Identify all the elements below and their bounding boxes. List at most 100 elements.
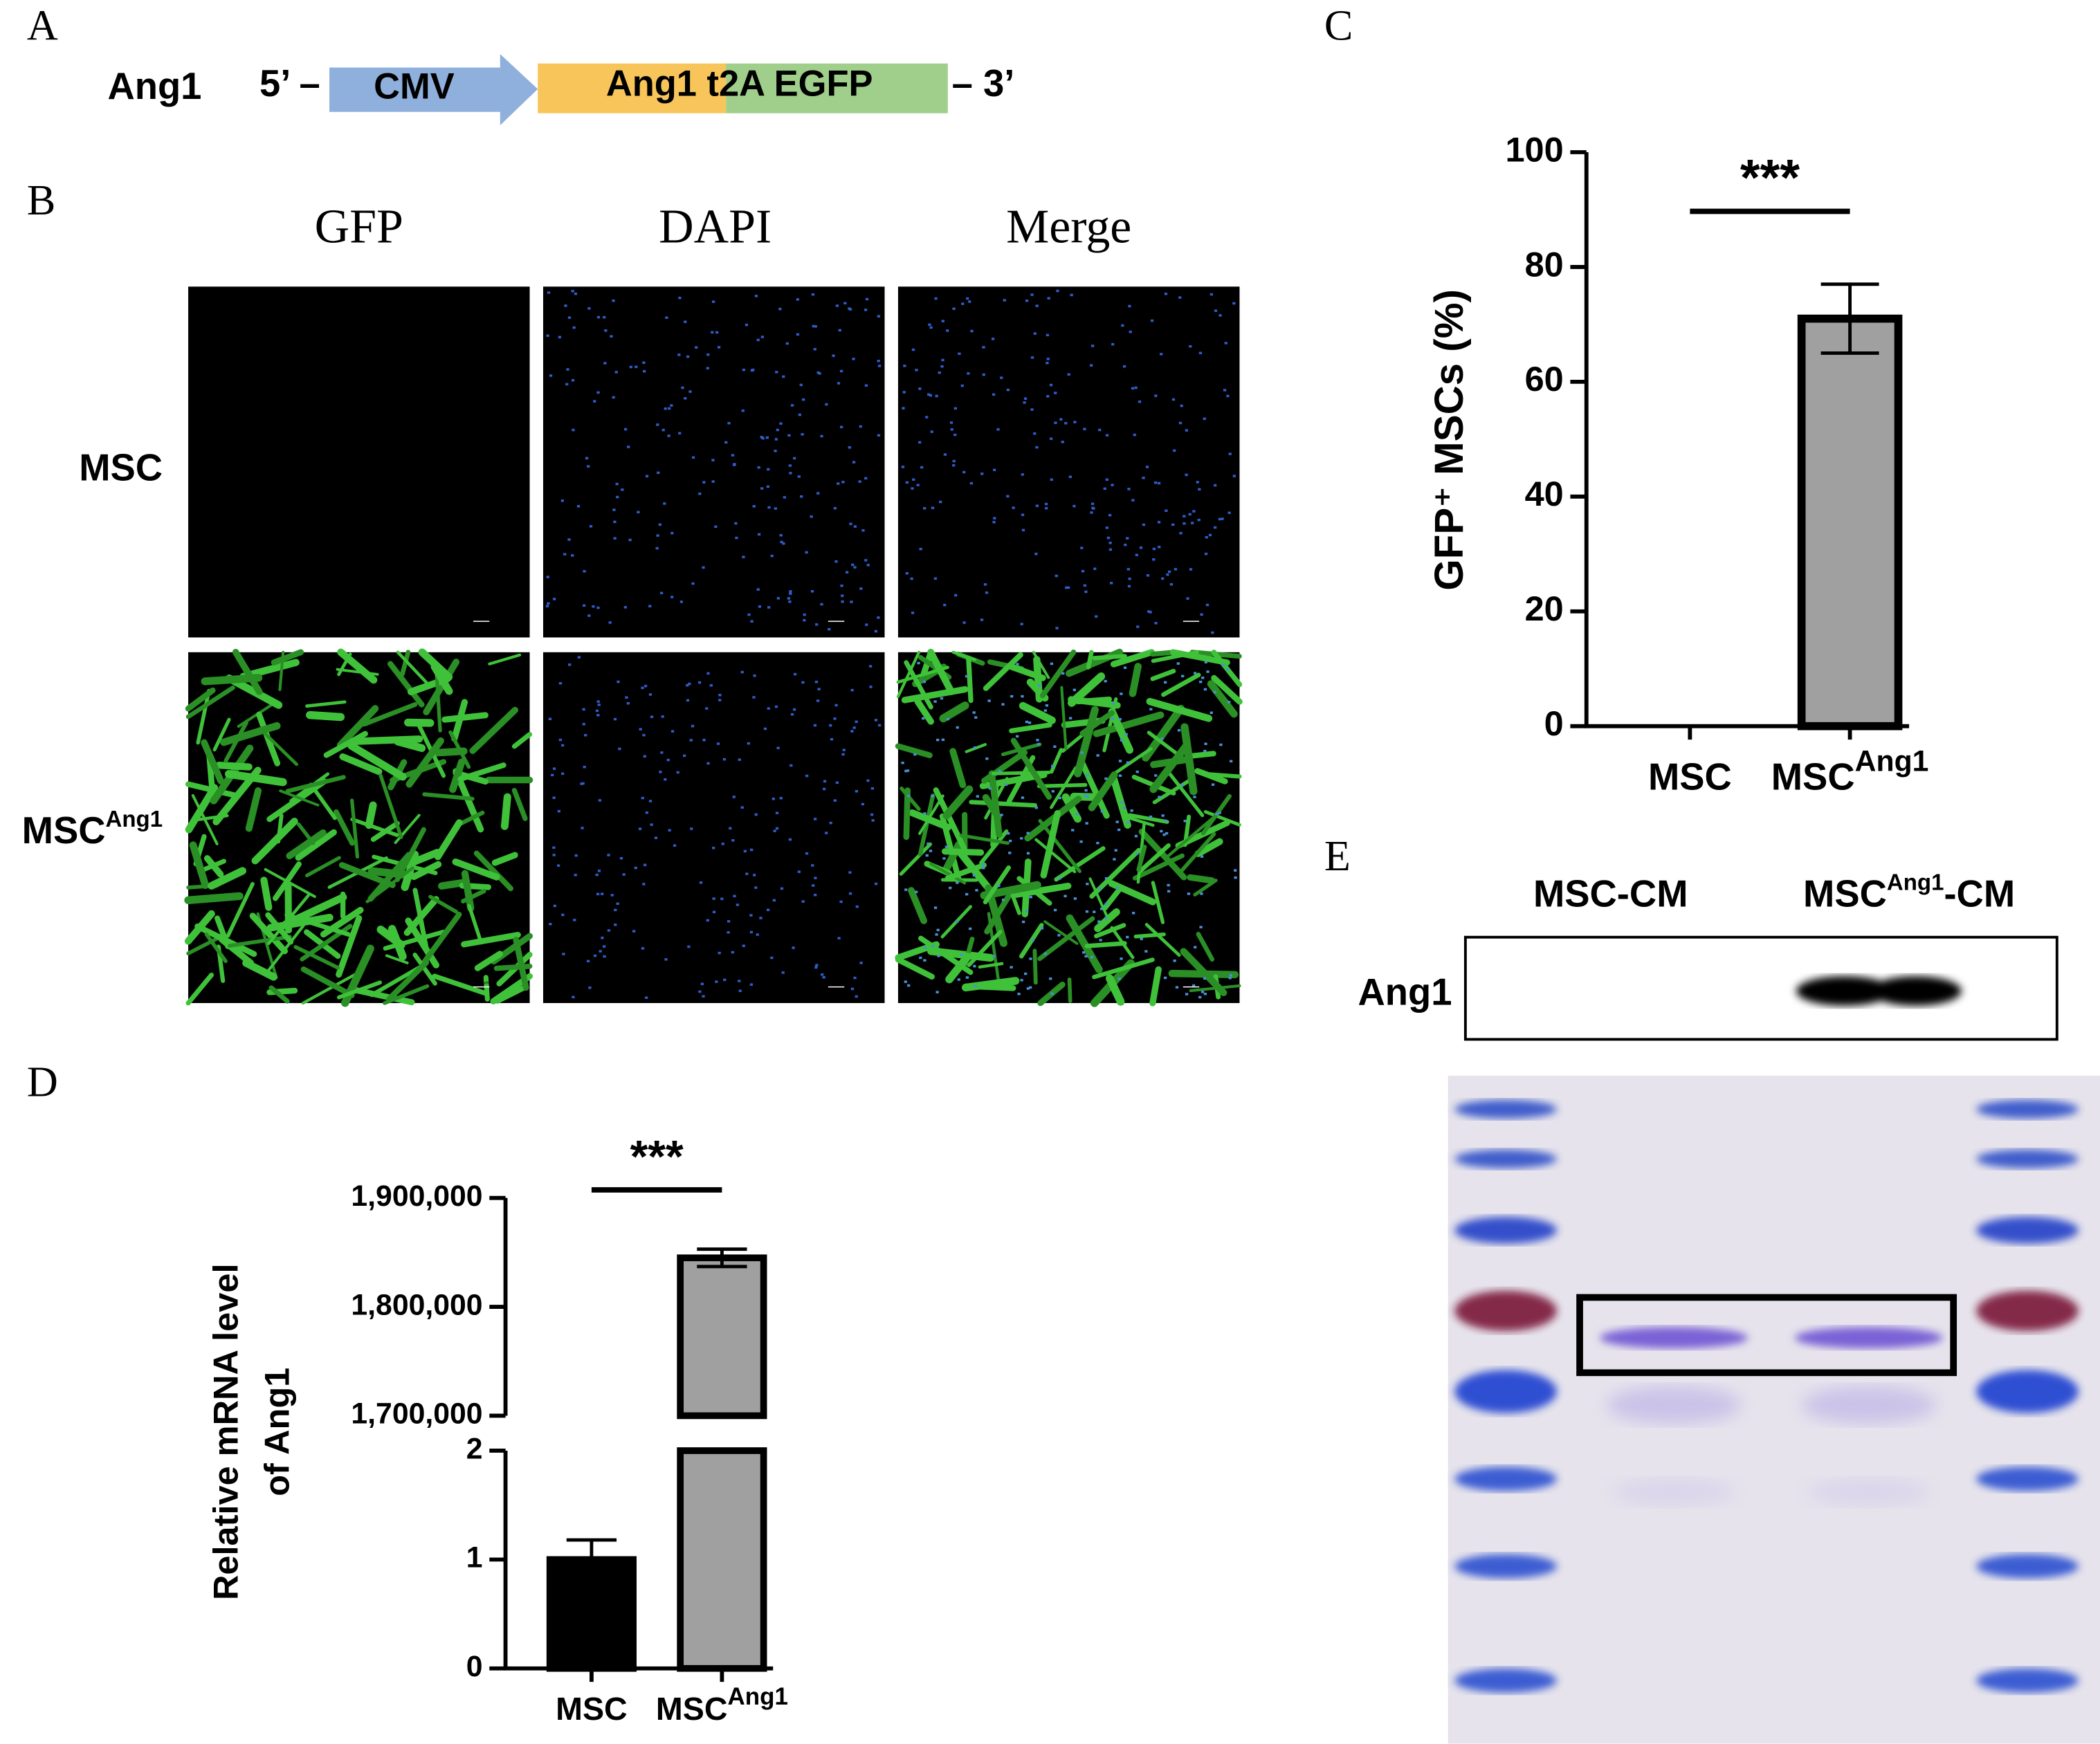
nucleus [547, 291, 551, 294]
nucleus [965, 976, 969, 979]
nucleus [1117, 977, 1121, 980]
nucleus [906, 794, 911, 798]
nucleus [931, 945, 935, 948]
nucleus [706, 919, 709, 922]
cmv-arrow [329, 54, 538, 126]
cell [184, 910, 215, 945]
nucleus [946, 329, 949, 332]
nucleus [980, 618, 984, 621]
nucleus [614, 924, 617, 926]
blot-frame [1463, 935, 2058, 1041]
cell [185, 685, 235, 719]
cell [1151, 881, 1165, 924]
nucleus [925, 854, 929, 857]
y-tick-label: 80 [1525, 244, 1564, 284]
nucleus [904, 769, 908, 773]
nucleus [614, 908, 617, 912]
nucleus [923, 812, 926, 815]
nucleus [1160, 737, 1164, 740]
nucleus [709, 684, 713, 687]
nucleus [911, 348, 915, 351]
cell [268, 985, 290, 1004]
nucleus [779, 422, 783, 425]
nucleus [941, 320, 944, 322]
nucleus [589, 525, 593, 528]
nucleus [1133, 433, 1136, 437]
nucleus [982, 346, 985, 349]
nucleus [816, 699, 820, 702]
nucleus [596, 700, 600, 703]
cell [896, 650, 921, 698]
nucleus [715, 980, 718, 983]
nucleus [727, 920, 731, 923]
nucleus [1095, 615, 1098, 618]
nucleus [1198, 995, 1202, 999]
cell [1126, 816, 1155, 827]
nucleus [655, 547, 659, 550]
nucleus [613, 520, 617, 524]
nucleus [1130, 809, 1133, 812]
nucleus [668, 829, 671, 832]
nucleus [1167, 890, 1171, 893]
nucleus [1149, 611, 1152, 614]
cell [1078, 758, 1110, 819]
nucleus [1232, 302, 1236, 305]
nucleus [711, 480, 715, 483]
cell [939, 701, 969, 723]
cell [400, 650, 411, 677]
y-tick-label: 1 [466, 1541, 483, 1575]
nucleus [931, 795, 934, 798]
nucleus [1230, 760, 1233, 763]
protein-band [1600, 1327, 1748, 1349]
cell [1193, 879, 1218, 897]
nucleus [835, 304, 839, 307]
nucleus [801, 900, 805, 903]
nucleus [665, 316, 668, 319]
nucleus [974, 985, 977, 988]
nucleus [915, 890, 918, 894]
cell [949, 748, 967, 789]
nucleus [656, 423, 659, 426]
nucleus [634, 866, 637, 870]
ladder-band [1976, 1370, 2079, 1413]
y-tick-label: 0 [1544, 704, 1564, 743]
nucleus [870, 787, 875, 790]
nucleus [546, 334, 549, 338]
nucleus [603, 315, 606, 319]
nucleus [765, 436, 769, 439]
cell [334, 809, 355, 846]
nucleus [904, 980, 907, 983]
cell [1149, 966, 1162, 1007]
nucleus [722, 758, 727, 761]
cell [1146, 697, 1213, 722]
nucleus [702, 481, 706, 484]
nucleus [603, 362, 607, 365]
cell [264, 868, 316, 899]
nucleus [848, 871, 852, 874]
nucleus [612, 299, 615, 302]
x-tick-label: MSC [1648, 756, 1732, 798]
cell [365, 801, 377, 829]
nucleus [814, 893, 817, 897]
cell [196, 688, 211, 745]
nucleus [902, 391, 906, 394]
nucleus [1063, 894, 1067, 898]
nucleus [565, 383, 569, 386]
cell [448, 730, 471, 769]
nucleus [933, 700, 937, 703]
nucleus [1086, 773, 1089, 777]
nucleus [1163, 819, 1167, 822]
nucleus [922, 717, 925, 720]
cell [942, 785, 974, 820]
cell [347, 742, 407, 781]
cell [336, 980, 383, 1000]
cell [461, 870, 475, 912]
nucleus [1025, 910, 1029, 913]
significance-label: *** [1740, 149, 1800, 206]
cell [978, 962, 1004, 969]
cell [352, 735, 423, 745]
nucleus [754, 295, 758, 297]
cell [260, 876, 273, 911]
cell [394, 814, 421, 845]
nucleus [1029, 986, 1032, 989]
